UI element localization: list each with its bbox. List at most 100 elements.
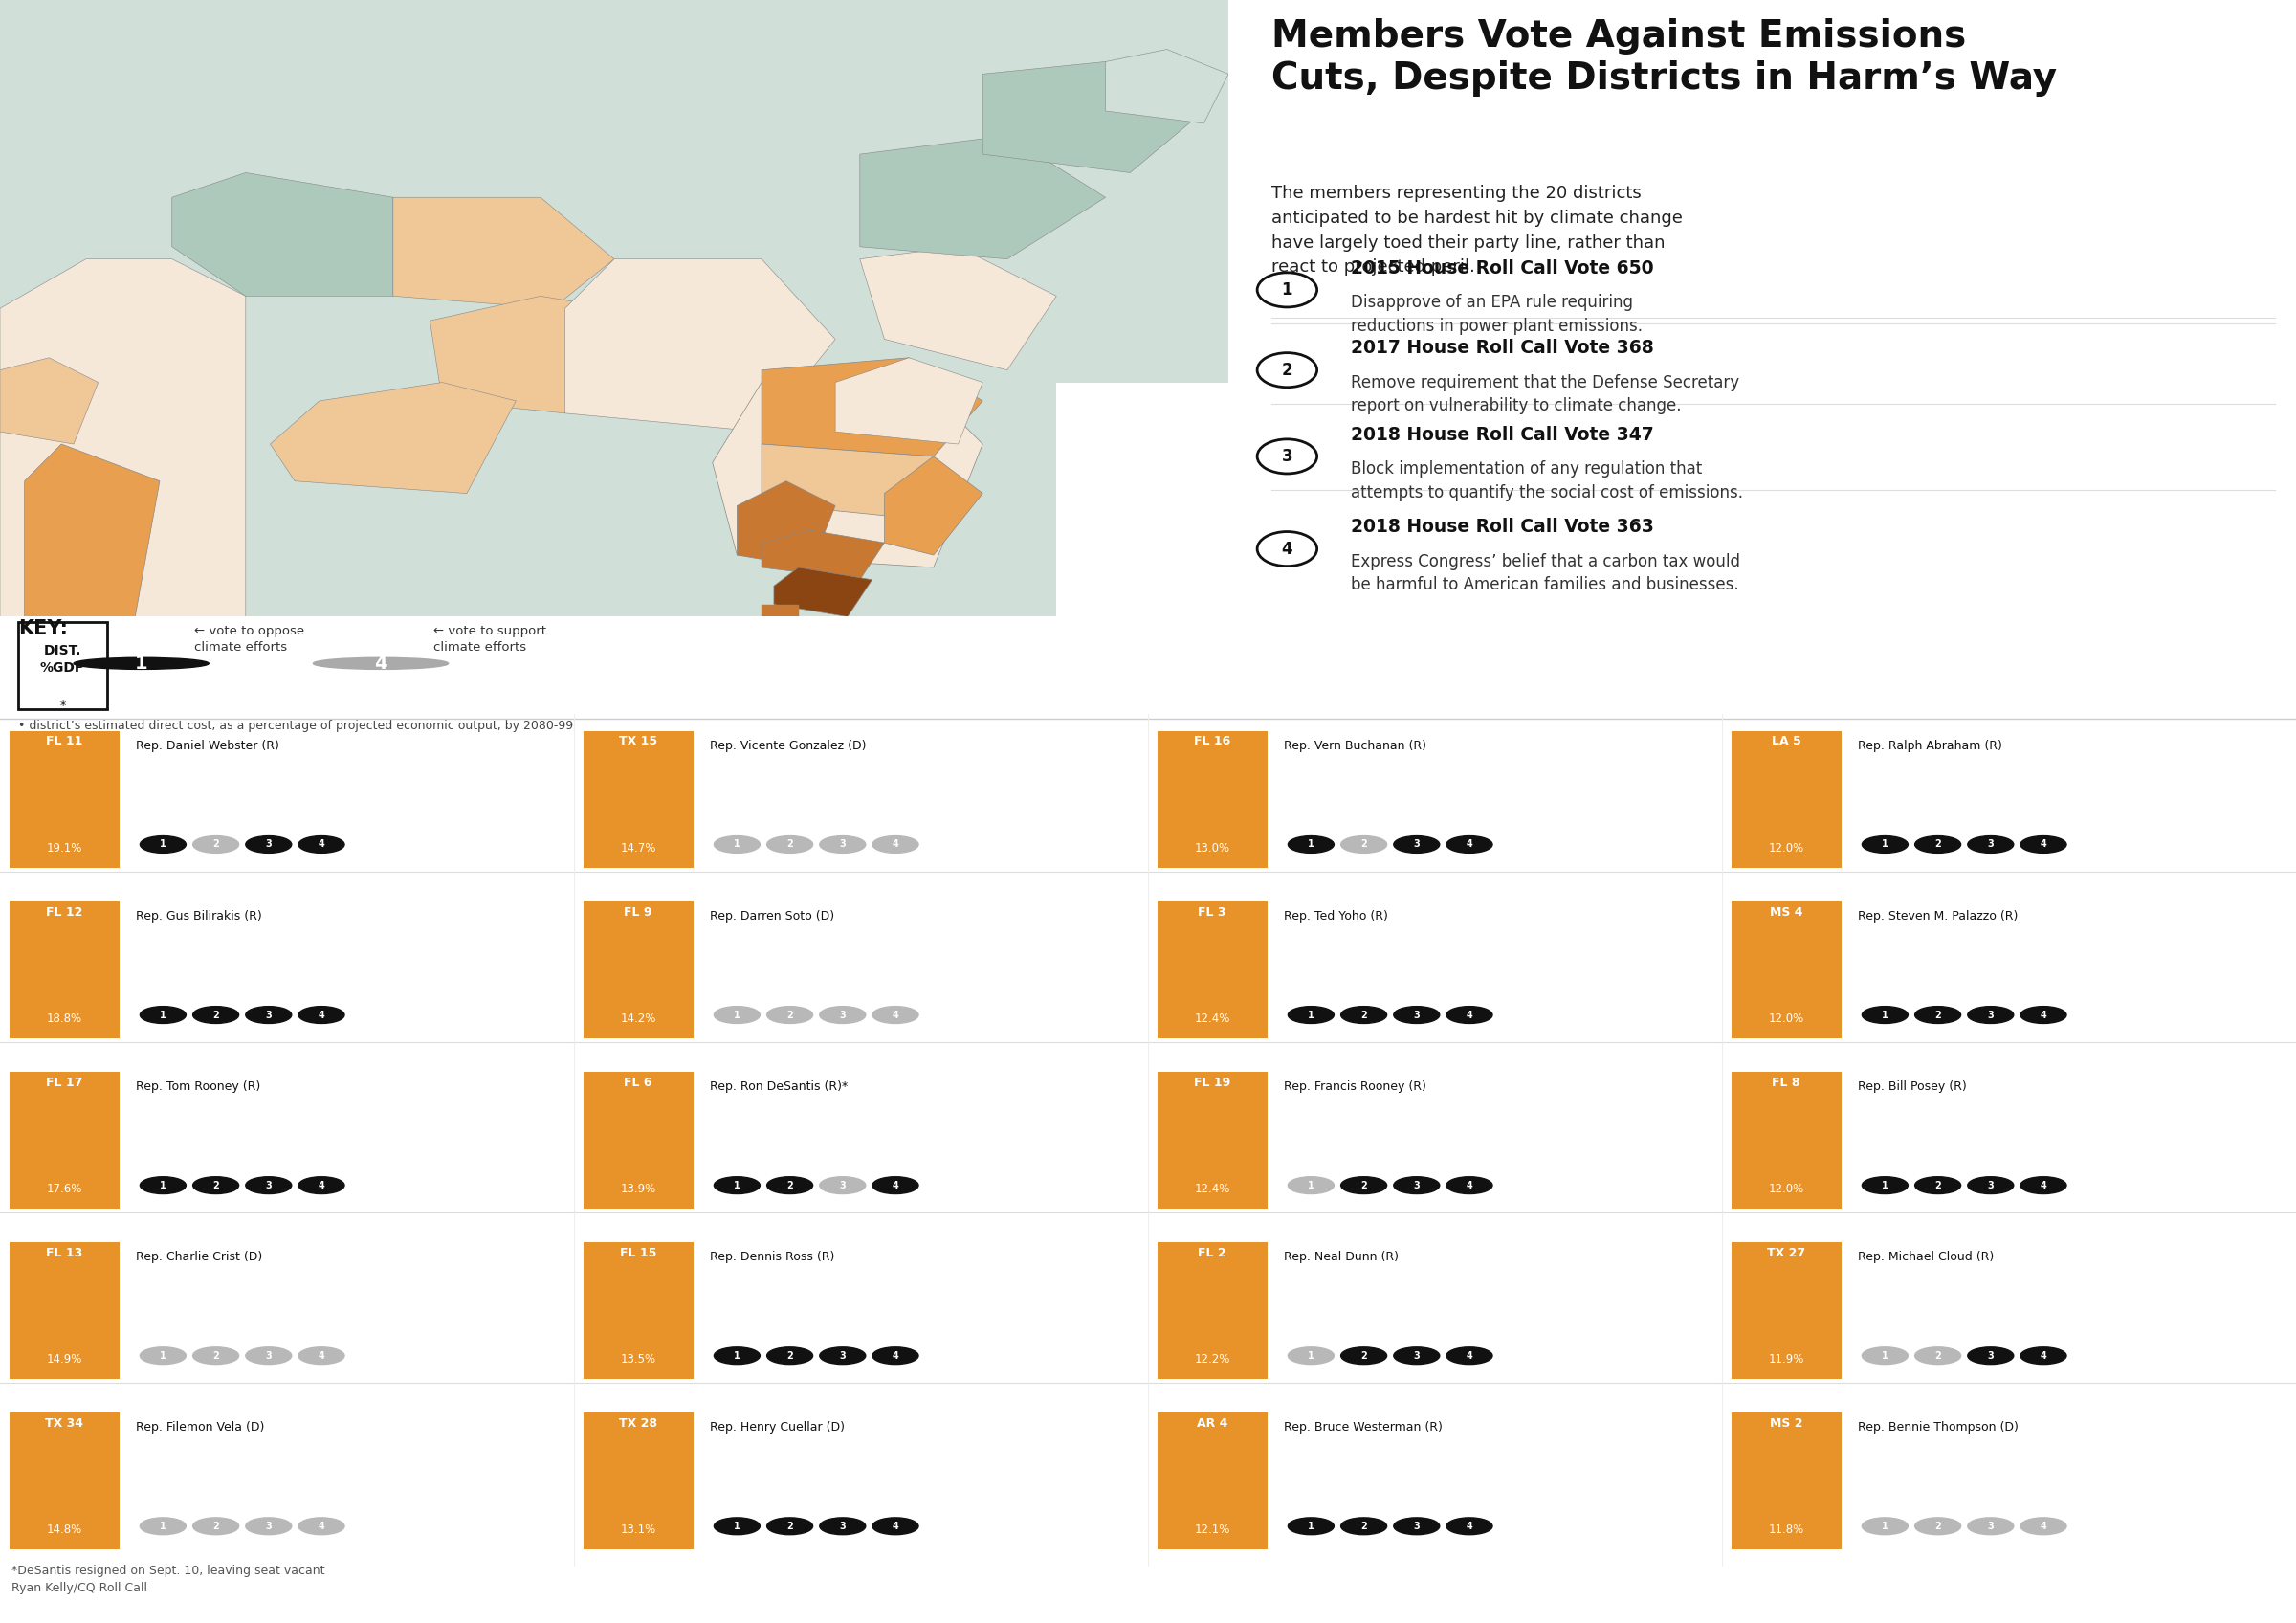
Text: 1: 1: [735, 1010, 739, 1019]
Circle shape: [1288, 836, 1334, 854]
Circle shape: [140, 836, 186, 854]
Text: Rep. Vicente Gonzalez (D): Rep. Vicente Gonzalez (D): [709, 740, 866, 751]
Polygon shape: [762, 445, 934, 518]
Text: 1: 1: [1883, 1521, 1887, 1530]
Text: 11.8%: 11.8%: [1768, 1524, 1805, 1537]
FancyBboxPatch shape: [583, 730, 693, 867]
Text: FL 16: FL 16: [1194, 735, 1231, 748]
Circle shape: [872, 1006, 918, 1024]
Circle shape: [1394, 1006, 1440, 1024]
FancyBboxPatch shape: [1157, 1071, 1267, 1208]
Text: MS 4: MS 4: [1770, 906, 1802, 919]
Circle shape: [140, 1006, 186, 1024]
FancyBboxPatch shape: [1731, 730, 1841, 867]
Text: 3: 3: [1414, 1010, 1419, 1019]
Circle shape: [767, 1177, 813, 1195]
Text: KEY:: KEY:: [18, 618, 69, 638]
Text: *DeSantis resigned on Sept. 10, leaving seat vacant
Ryan Kelly/CQ Roll Call: *DeSantis resigned on Sept. 10, leaving …: [11, 1565, 324, 1594]
Text: 2: 2: [1936, 839, 1940, 849]
Text: 1: 1: [161, 1350, 165, 1360]
Circle shape: [1968, 1347, 2014, 1365]
Text: FL 13: FL 13: [46, 1246, 83, 1259]
Circle shape: [298, 1518, 344, 1535]
Circle shape: [820, 1347, 866, 1365]
Text: 3: 3: [1988, 1350, 1993, 1360]
Text: 4: 4: [319, 839, 324, 849]
Text: 3: 3: [840, 839, 845, 849]
Text: 2: 2: [1936, 1180, 1940, 1190]
Text: Members Vote Against Emissions
Cuts, Despite Districts in Harm’s Way: Members Vote Against Emissions Cuts, Des…: [1272, 18, 2057, 97]
Text: 18.8%: 18.8%: [46, 1013, 83, 1026]
Text: 4: 4: [2041, 1521, 2046, 1530]
Text: 14.2%: 14.2%: [620, 1013, 657, 1026]
Polygon shape: [393, 198, 615, 308]
FancyBboxPatch shape: [583, 1412, 693, 1548]
Circle shape: [1288, 1518, 1334, 1535]
Text: 1: 1: [1883, 1010, 1887, 1019]
Text: Rep. Francis Rooney (R): Rep. Francis Rooney (R): [1283, 1081, 1426, 1092]
Circle shape: [872, 1518, 918, 1535]
Text: LA 5: LA 5: [1773, 735, 1800, 748]
Text: Rep. Steven M. Palazzo (R): Rep. Steven M. Palazzo (R): [1857, 911, 2018, 922]
Polygon shape: [429, 295, 615, 414]
Text: 2: 2: [1362, 839, 1366, 849]
Text: 13.5%: 13.5%: [620, 1354, 657, 1367]
Polygon shape: [172, 172, 393, 295]
Text: DIST.
%GDP: DIST. %GDP: [39, 644, 85, 674]
Circle shape: [767, 836, 813, 854]
Text: 2: 2: [214, 1010, 218, 1019]
Text: 3: 3: [1988, 1010, 1993, 1019]
Text: 2: 2: [788, 1180, 792, 1190]
Circle shape: [1288, 1177, 1334, 1195]
Text: 4: 4: [893, 1521, 898, 1530]
Polygon shape: [0, 0, 1228, 617]
Text: 12.0%: 12.0%: [1768, 842, 1805, 855]
Circle shape: [2020, 1518, 2066, 1535]
Circle shape: [193, 836, 239, 854]
Text: 12.0%: 12.0%: [1768, 1013, 1805, 1026]
Circle shape: [246, 1347, 292, 1365]
Text: 4: 4: [893, 1350, 898, 1360]
Polygon shape: [737, 480, 836, 568]
Text: FL 6: FL 6: [625, 1076, 652, 1089]
Text: 13.1%: 13.1%: [620, 1524, 657, 1537]
Text: TX 27: TX 27: [1768, 1246, 1805, 1259]
Text: 14.7%: 14.7%: [620, 842, 657, 855]
Text: 2: 2: [214, 1521, 218, 1530]
Text: 2018 House Roll Call Vote 363: 2018 House Roll Call Vote 363: [1350, 518, 1655, 536]
FancyBboxPatch shape: [1731, 1243, 1841, 1380]
Circle shape: [714, 1518, 760, 1535]
FancyBboxPatch shape: [1731, 1412, 1841, 1548]
Polygon shape: [859, 247, 1056, 370]
Circle shape: [1968, 1006, 2014, 1024]
Text: 4: 4: [893, 1180, 898, 1190]
Circle shape: [820, 1006, 866, 1024]
Text: 2017 House Roll Call Vote 368: 2017 House Roll Call Vote 368: [1350, 339, 1653, 357]
Circle shape: [1915, 1177, 1961, 1195]
Text: 19.1%: 19.1%: [46, 842, 83, 855]
Text: Rep. Ted Yoho (R): Rep. Ted Yoho (R): [1283, 911, 1387, 922]
Text: 1: 1: [1309, 839, 1313, 849]
Text: 2018 House Roll Call Vote 347: 2018 House Roll Call Vote 347: [1350, 425, 1653, 443]
Text: 1: 1: [161, 1180, 165, 1190]
Text: 3: 3: [840, 1010, 845, 1019]
Circle shape: [820, 1518, 866, 1535]
Text: Rep. Bennie Thompson (D): Rep. Bennie Thompson (D): [1857, 1422, 2018, 1433]
Text: 4: 4: [1467, 1180, 1472, 1190]
Text: Rep. Gus Bilirakis (R): Rep. Gus Bilirakis (R): [135, 911, 262, 922]
Text: Rep. Neal Dunn (R): Rep. Neal Dunn (R): [1283, 1251, 1398, 1263]
Polygon shape: [859, 136, 1107, 260]
Text: Rep. Bill Posey (R): Rep. Bill Posey (R): [1857, 1081, 1965, 1092]
Text: 4: 4: [1467, 839, 1472, 849]
FancyBboxPatch shape: [1157, 1412, 1267, 1548]
Text: Rep. Tom Rooney (R): Rep. Tom Rooney (R): [135, 1081, 259, 1092]
FancyBboxPatch shape: [583, 902, 693, 1039]
Polygon shape: [1056, 383, 1228, 617]
Circle shape: [1341, 1518, 1387, 1535]
Text: ← vote to support
climate efforts: ← vote to support climate efforts: [434, 625, 546, 652]
Polygon shape: [884, 456, 983, 555]
Text: FL 9: FL 9: [625, 906, 652, 919]
Text: AR 4: AR 4: [1196, 1417, 1228, 1430]
Text: 3: 3: [1281, 448, 1293, 466]
Text: 1: 1: [1281, 281, 1293, 299]
